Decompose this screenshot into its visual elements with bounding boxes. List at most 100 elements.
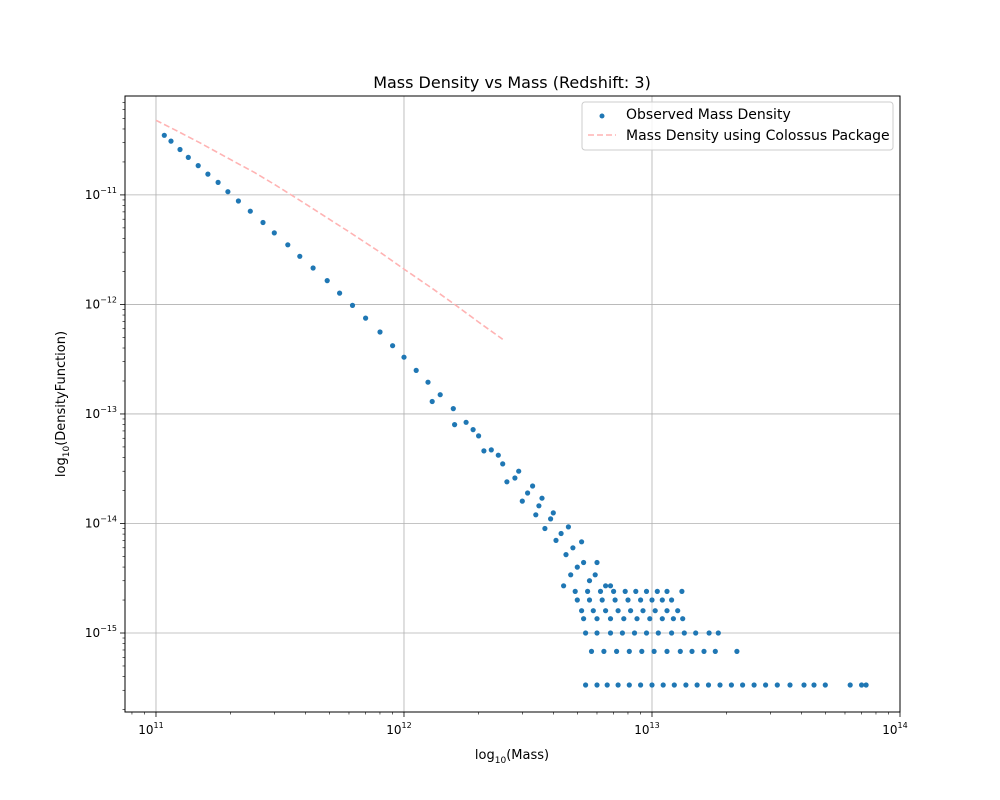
observed-point [712, 648, 718, 655]
observed-point [734, 648, 740, 655]
observed-point [570, 545, 576, 551]
observed-point [574, 564, 580, 570]
x-tick-label: 1011 [138, 721, 163, 737]
colossus-line [155, 119, 504, 340]
observed-point [260, 219, 266, 226]
observed-point [614, 648, 620, 655]
observed-point [225, 189, 231, 195]
observed-point [594, 616, 600, 622]
observed-point [787, 682, 793, 688]
observed-point [597, 588, 604, 595]
observed-point [622, 588, 628, 595]
observed-point [572, 588, 578, 595]
plot-frame [124, 95, 901, 713]
colossus-curve [155, 119, 504, 340]
observed-point [437, 392, 443, 398]
observed-point [488, 447, 494, 453]
chart-title: Mass Density vs Mass (Redshift: 3) [373, 73, 651, 92]
observed-point [625, 597, 631, 603]
x-tick-label: 1013 [634, 721, 659, 737]
observed-point [161, 132, 167, 138]
observed-point [583, 630, 589, 636]
observed-point [659, 597, 665, 603]
x-tick-label: 1014 [882, 721, 907, 737]
observed-point [634, 616, 640, 622]
observed-point [525, 490, 531, 496]
x-axis-label: log10(Mass) [475, 748, 549, 766]
observed-point [847, 682, 853, 688]
observed-point [615, 608, 621, 614]
observed-point [390, 343, 396, 349]
observed-point [297, 253, 303, 259]
observed-point [536, 503, 542, 509]
observed-point [643, 630, 650, 636]
observed-point [425, 379, 431, 385]
observed-point [615, 682, 621, 688]
observed-point [647, 616, 653, 622]
observed-point [594, 682, 600, 688]
y-tick-label: 10−12 [85, 295, 117, 311]
observed-point [542, 525, 548, 532]
observed-point [195, 163, 201, 169]
observed-point [463, 419, 469, 425]
observed-point [649, 597, 655, 603]
observed-point [581, 559, 587, 566]
observed-point [177, 146, 183, 153]
observed-point [683, 682, 689, 688]
observed-point [349, 302, 356, 308]
observed-point [568, 572, 574, 578]
y-tick-label: 10−11 [85, 186, 117, 202]
observed-point [607, 583, 614, 589]
observed-point [586, 597, 593, 603]
observed-point [859, 682, 865, 688]
legend-box [581, 101, 894, 151]
observed-point [693, 630, 699, 636]
observed-point [235, 198, 241, 204]
observed-point [639, 648, 645, 655]
x-axis-ticks: 1011 1012 1013 1014 [131, 712, 908, 737]
observed-point [401, 354, 407, 360]
observed-point [705, 682, 712, 688]
legend-label-colossus: Mass Density using Colossus Package [626, 128, 890, 144]
observed-point [689, 648, 695, 655]
observed-point [247, 208, 253, 214]
observed-point [599, 597, 605, 603]
observed-point [594, 559, 600, 566]
observed-point [590, 608, 596, 614]
legend-scatter-marker [599, 113, 605, 119]
observed-point [763, 682, 769, 688]
observed-point [660, 682, 666, 688]
observed-point [413, 367, 419, 373]
observed-point [669, 630, 675, 636]
observed-point [863, 682, 869, 688]
observed-point [558, 530, 564, 537]
observed-point [728, 682, 735, 688]
observed-point [168, 138, 174, 144]
observed-point [579, 539, 585, 545]
observed-point [652, 608, 658, 614]
observed-point [655, 630, 661, 636]
observed-point [822, 682, 828, 688]
observed-point [594, 630, 600, 636]
observed-point [604, 682, 610, 688]
observed-point [581, 616, 587, 622]
observed-point [664, 588, 670, 595]
y-tick-label: 10−13 [85, 405, 117, 421]
observed-point [481, 448, 487, 454]
observed-point [553, 537, 559, 544]
observed-point [631, 630, 638, 636]
observed-point [649, 682, 655, 688]
observed-point [694, 682, 700, 688]
observed-point [643, 588, 650, 595]
observed-point [612, 597, 618, 603]
observed-point [680, 616, 686, 622]
observed-point [495, 452, 501, 458]
observed-point [512, 475, 518, 481]
observed-point [579, 608, 585, 614]
y-tick-label: 10−15 [85, 624, 117, 640]
observed-point [592, 572, 598, 578]
observed-point [619, 630, 626, 636]
observed-point [603, 608, 609, 614]
observed-point [500, 461, 506, 467]
